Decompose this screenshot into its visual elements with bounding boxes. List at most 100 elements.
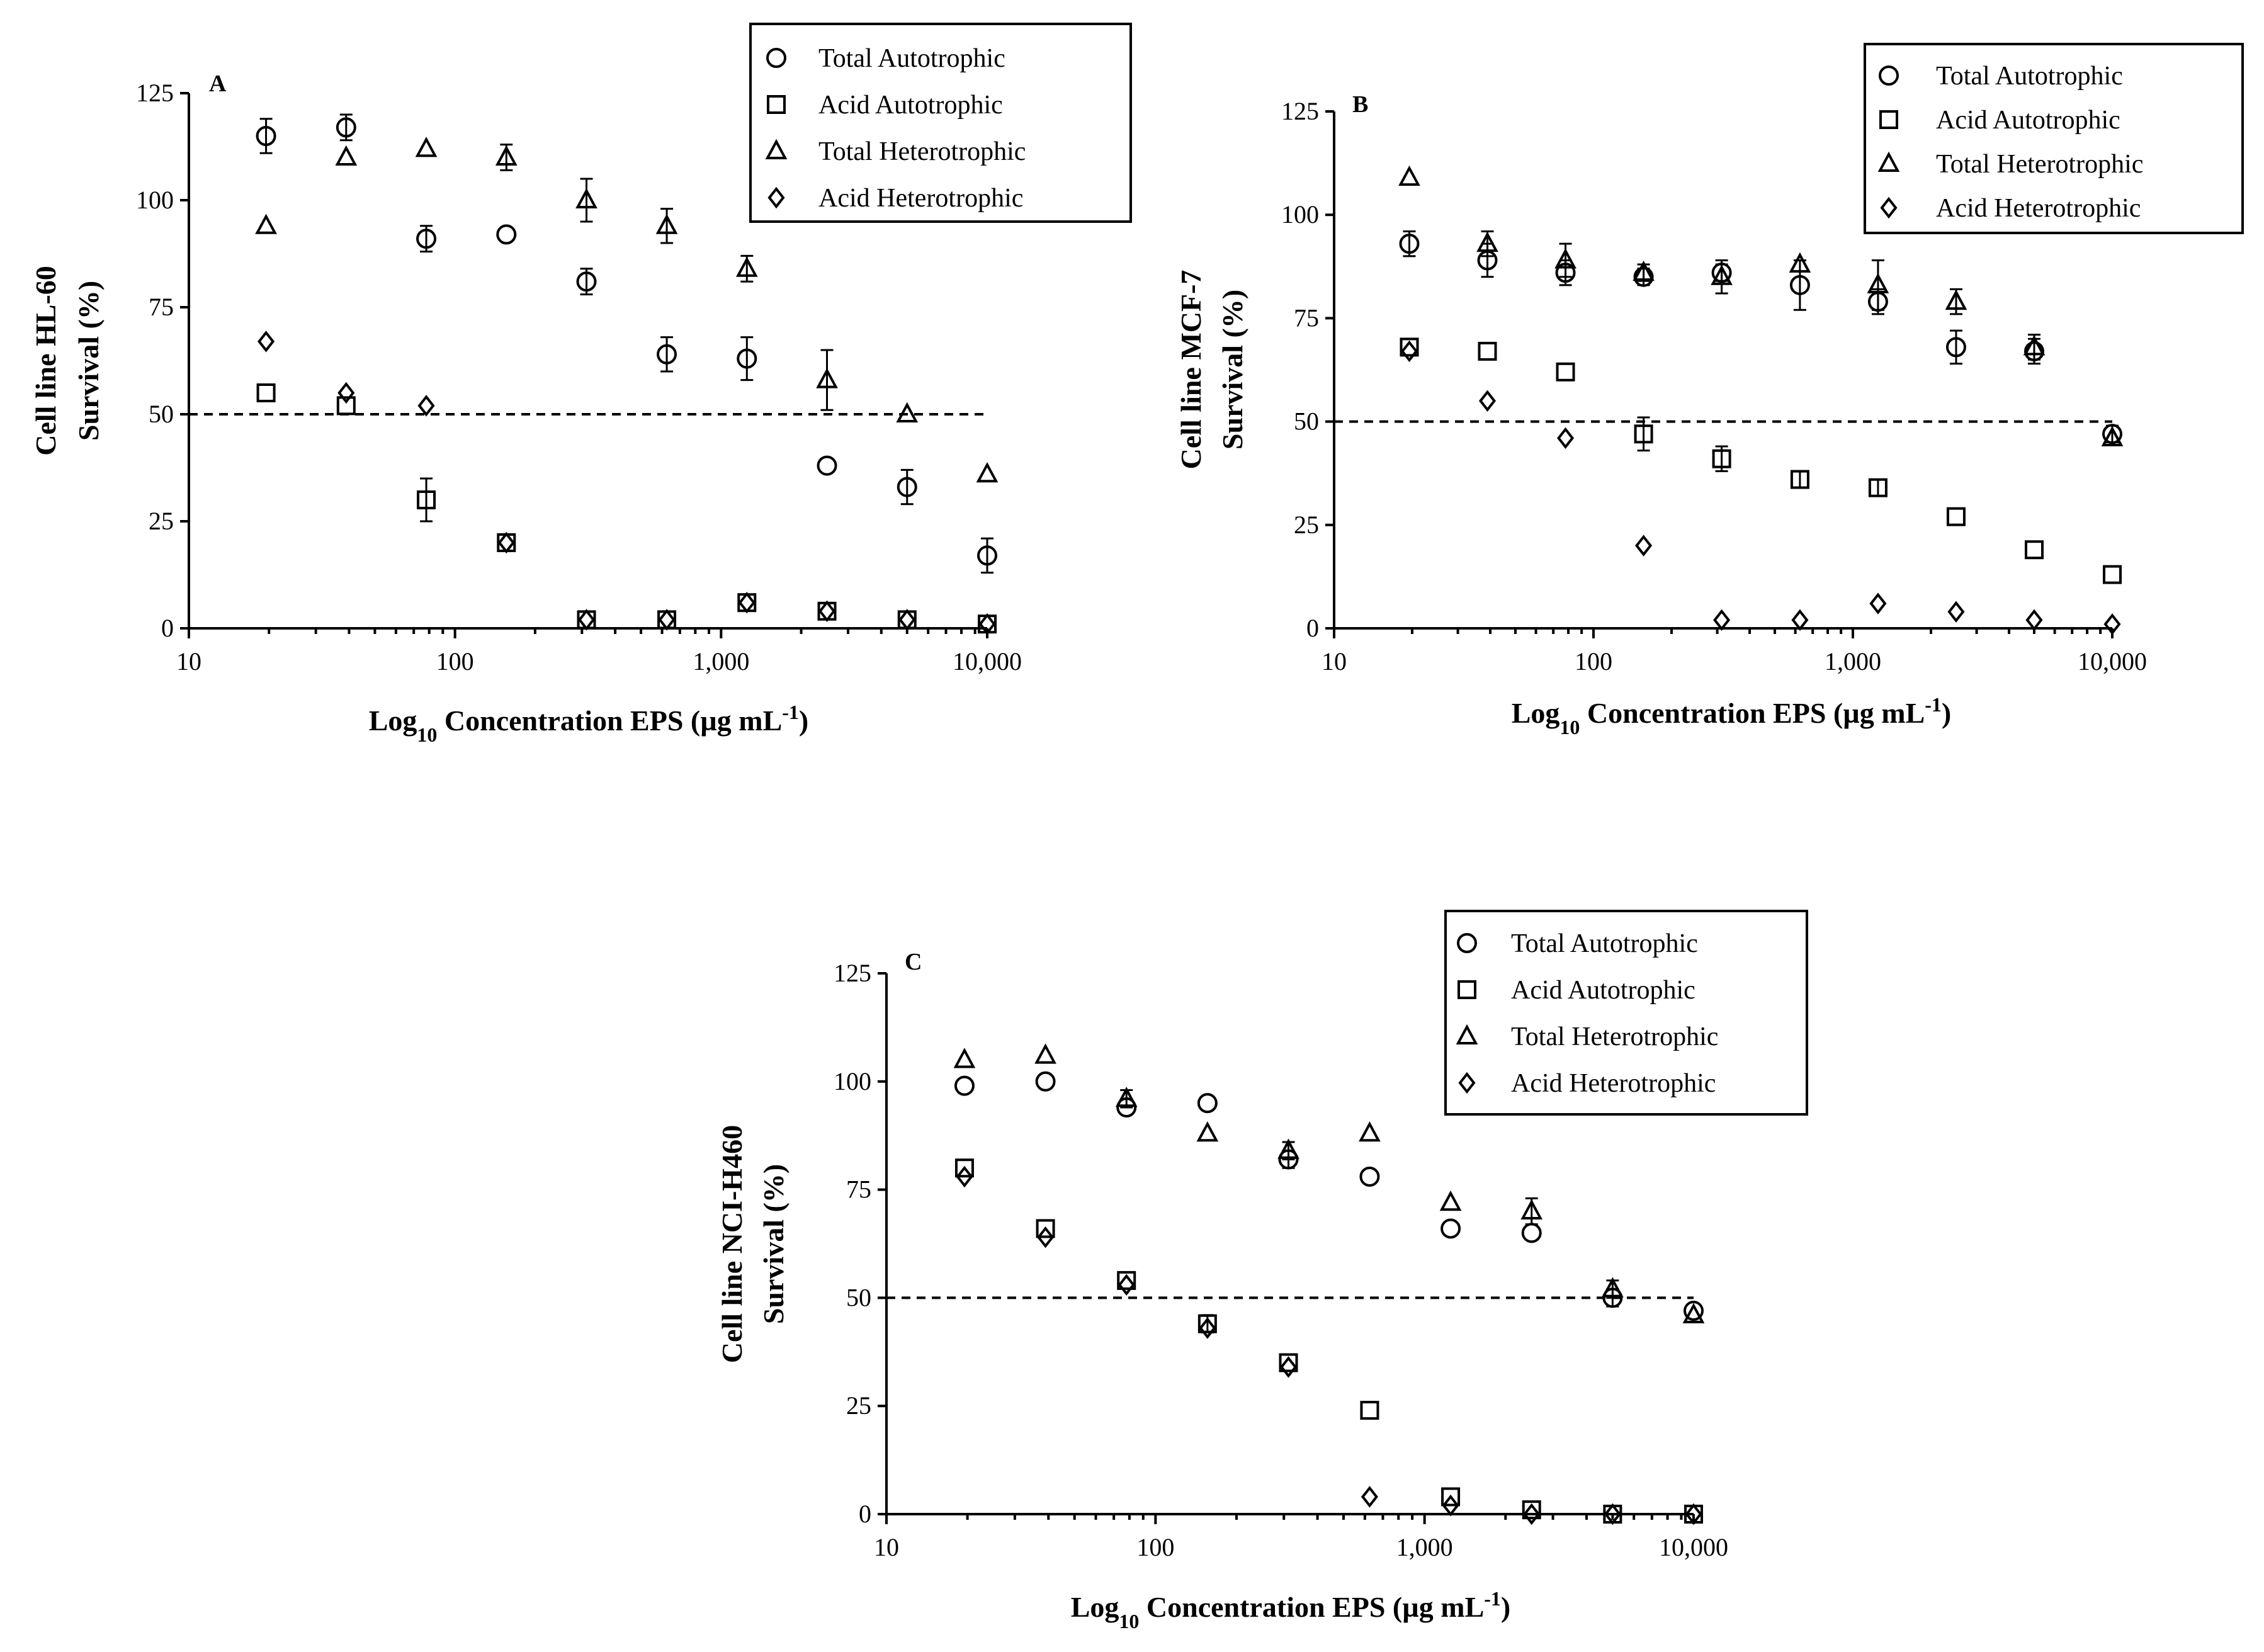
data-point-diamond	[1635, 535, 1653, 557]
legend-label: Total Heterotrophic	[1936, 150, 2143, 179]
y-tick-label: 100	[834, 1067, 871, 1095]
legend-label: Acid Heterotrophic	[1511, 1069, 1716, 1098]
x-axis-label-post: )	[1501, 1591, 1510, 1623]
data-point-square	[1197, 1314, 1217, 1333]
data-point-triangle	[1554, 248, 1576, 269]
data-point-circle	[1399, 234, 1420, 254]
x-tick-label: 10,000	[1659, 1533, 1728, 1561]
x-axis-label-mu: µ	[1402, 1591, 1419, 1623]
legend: Total Autotrophic Acid Autotrophic Total H…	[749, 23, 1132, 223]
y-tick-label: 100	[1281, 200, 1319, 229]
y-axis-label-line1: Cell line MCF-7	[1175, 270, 1207, 470]
data-point-circle	[1440, 1218, 1461, 1239]
data-point-diamond	[1199, 1317, 1216, 1339]
panel-letter: A	[209, 71, 227, 97]
data-point-diamond	[1279, 1356, 1298, 1378]
y-tick-label: 125	[136, 79, 174, 107]
y-axis-label-line1: Cell line HL-60	[30, 266, 62, 456]
data-point-diamond	[1442, 1495, 1459, 1517]
data-point-square	[1868, 478, 1888, 497]
data-point-square	[1556, 362, 1575, 382]
x-tick-label: 1,000	[1396, 1533, 1453, 1561]
data-point-diamond	[497, 531, 515, 554]
x-axis-label-unit: g mL	[1860, 697, 1925, 729]
data-point-triangle	[495, 145, 518, 166]
data-point-diamond	[417, 395, 435, 417]
data-point-diamond	[1791, 609, 1809, 631]
data-point-triangle	[953, 1048, 976, 1068]
x-axis-label-post: )	[799, 704, 808, 737]
data-point-triangle	[976, 461, 999, 483]
data-point-triangle	[735, 256, 758, 277]
y-axis-label-line2: Survival (%)	[1216, 290, 1248, 450]
y-tick-label: 75	[149, 293, 174, 321]
data-point-square	[954, 1158, 974, 1178]
series-total-heterotrophic	[1398, 165, 2124, 446]
data-point-square	[1712, 449, 1731, 468]
data-point-triangle	[2023, 335, 2046, 356]
data-point-circle	[576, 271, 597, 292]
legend-label: Total Autotrophic	[1511, 929, 1698, 958]
y-tick-label: 0	[1306, 614, 1319, 642]
data-point-triangle	[1789, 252, 1811, 273]
data-point-triangle	[575, 188, 597, 208]
data-point-triangle	[1867, 273, 1889, 293]
x-tick-label: 10,000	[953, 647, 1022, 676]
data-point-circle	[2102, 424, 2122, 444]
y-tick-label: 75	[846, 1175, 871, 1204]
data-point-circle	[657, 344, 677, 365]
x-tick-label: 100	[1136, 1533, 1174, 1561]
data-point-square	[1946, 507, 1966, 526]
data-point-triangle	[1196, 1121, 1219, 1142]
data-point-triangle	[1034, 1043, 1056, 1064]
data-point-circle	[336, 117, 356, 138]
data-point-square	[2103, 565, 2122, 584]
x-tick-label: 10	[874, 1533, 899, 1561]
legend-marker-diamond	[1880, 196, 1898, 219]
legend-label: Total Autotrophic	[1936, 62, 2123, 91]
data-point-diamond	[978, 613, 996, 635]
data-point-triangle	[1277, 1138, 1299, 1159]
legend-label: Total Heterotrophic	[1511, 1022, 1718, 1051]
data-point-diamond	[1478, 390, 1497, 412]
data-point-circle	[496, 224, 517, 245]
y-axis-label-line2: Survival (%)	[757, 1164, 790, 1324]
x-axis-label-pre: Log	[369, 704, 417, 737]
legend-marker-square	[767, 95, 786, 114]
data-point-circle	[954, 1075, 975, 1096]
x-axis-label: Log10 Concentration EPS (µg mL-1)	[1071, 1587, 1511, 1632]
data-point-triangle	[255, 213, 277, 234]
x-axis-label-mu: µ	[700, 704, 717, 737]
chart-panel-b: 0 25 50 75 100 125 10 100 1,000 10,000 B Cell line …	[1175, 43, 2244, 738]
data-point-diamond	[738, 591, 756, 614]
y-tick-label: 0	[859, 1500, 871, 1528]
data-point-triangle	[1439, 1190, 1462, 1211]
legend: Total Autotrophic Acid Autotrophic Total H…	[1444, 910, 1808, 1116]
data-point-diamond	[1869, 592, 1887, 614]
x-axis-label-post: )	[1942, 697, 1951, 729]
data-point-diamond	[2025, 609, 2043, 631]
data-point-triangle	[1945, 289, 1967, 310]
x-axis-label: Log10 Concentration EPS (µg mL-1)	[1512, 693, 1952, 738]
legend-label: Acid Autotrophic	[1511, 976, 1695, 1005]
series-acid-heterotrophic	[956, 1165, 1702, 1525]
legend-marker-circle	[1879, 65, 1899, 86]
legend-label: Acid Autotrophic	[1936, 106, 2120, 135]
x-tick-label: 10	[1322, 647, 1347, 676]
data-point-triangle	[415, 137, 438, 157]
y-tick-label: 125	[1281, 97, 1319, 125]
x-axis-label-sub: 10	[1119, 1610, 1139, 1632]
legend-marker-square	[1457, 980, 1476, 999]
legend-marker-diamond	[1458, 1072, 1476, 1094]
x-tick-label: 100	[436, 647, 474, 676]
data-point-triangle	[816, 368, 838, 388]
legend-marker-triangle	[1877, 151, 1900, 172]
legend-label: Total Heterotrophic	[818, 137, 1026, 166]
x-tick-label: 10,000	[2078, 647, 2147, 676]
data-point-circle	[1789, 274, 1810, 295]
data-point-triangle	[335, 145, 358, 166]
y-tick-label: 75	[1294, 303, 1319, 332]
y-tick-label: 50	[1294, 407, 1319, 436]
data-point-square	[1279, 1353, 1298, 1372]
